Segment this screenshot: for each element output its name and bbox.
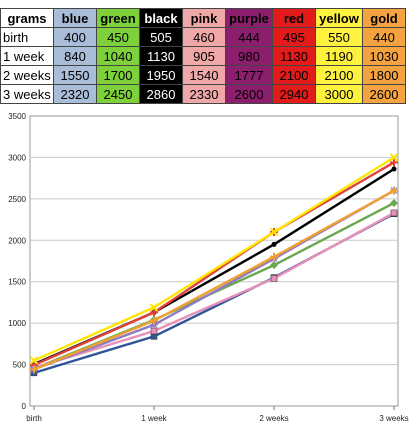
- table-cell[interactable]: 1540: [182, 65, 226, 85]
- data-point-s1-p2: [270, 261, 278, 270]
- y-tick-label: 500: [13, 361, 27, 370]
- table-cell[interactable]: 1130: [139, 46, 183, 66]
- table-cell[interactable]: 840: [53, 46, 97, 66]
- table-cell[interactable]: 2100: [315, 65, 363, 85]
- x-tick-label: 2 weeks: [259, 414, 288, 423]
- x-tick-label: birth: [26, 414, 42, 423]
- data-point-s7-p3: [390, 186, 398, 195]
- table-cell[interactable]: 1550: [53, 65, 97, 85]
- table-cell[interactable]: 505: [139, 27, 183, 47]
- data-point-s3-p1: [150, 327, 158, 335]
- column-header-7[interactable]: gold: [362, 8, 406, 28]
- table-cell[interactable]: 1950: [139, 65, 183, 85]
- column-header-0[interactable]: blue: [53, 8, 97, 28]
- y-tick-label: 1000: [8, 319, 26, 328]
- table-cell[interactable]: 550: [315, 27, 363, 47]
- column-header-1[interactable]: green: [96, 8, 140, 28]
- table-cell[interactable]: 450: [96, 27, 140, 47]
- series-line-7: [33, 189, 395, 371]
- data-point-s2-p2: [271, 241, 277, 247]
- data-point-s1-p3: [390, 199, 398, 207]
- data-point-s0-p1: [150, 333, 158, 340]
- plot-area: [29, 115, 399, 407]
- data-point-s5-p3: [390, 158, 398, 167]
- table-cell[interactable]: 2320: [53, 84, 97, 104]
- column-header-3[interactable]: pink: [182, 8, 226, 28]
- table-cell[interactable]: 1777: [225, 65, 273, 85]
- line-chart: 0 500 1000 1500 2000 2500 3000 3500 birth 1 week 2…: [8, 112, 408, 423]
- data-point-s4-p1: [150, 320, 158, 329]
- table-row: 3 weeks 2320 2450 2860 2330 2600 2940 3000 2600: [0, 84, 406, 104]
- table-cell[interactable]: 1800: [362, 65, 406, 85]
- data-point-s6-p2: [269, 227, 279, 237]
- row-label-cell[interactable]: 1 week: [0, 46, 54, 66]
- table-cell[interactable]: 2860: [139, 84, 183, 104]
- table-header-row: grams blue green black pink purple red yellow g…: [0, 8, 406, 28]
- y-tick-label: 3000: [8, 153, 26, 162]
- table-cell[interactable]: 2600: [362, 84, 406, 104]
- table-cell[interactable]: 2600: [225, 84, 273, 104]
- table-cell[interactable]: 2450: [96, 84, 140, 104]
- x-tick-label: 3 weeks: [379, 414, 408, 423]
- table-cell[interactable]: 2330: [182, 84, 226, 104]
- table-cell[interactable]: 2100: [272, 65, 316, 85]
- table-cell[interactable]: 1700: [96, 65, 140, 85]
- table-cell[interactable]: 2940: [272, 84, 316, 104]
- data-table: grams blue green black pink purple red yellow g…: [0, 8, 406, 104]
- data-point-s3-p2: [270, 275, 278, 282]
- data-point-s2-p3: [391, 166, 397, 172]
- table-row: 1 week 840 1040 1130 905 980 1130 1190 1030: [0, 46, 406, 66]
- table-row: 2 weeks 1550 1700 1950 1540 1777 2100 2100 1800: [0, 65, 406, 85]
- column-header-5[interactable]: red: [272, 8, 316, 28]
- corner-header-cell[interactable]: grams: [0, 8, 54, 28]
- table-row: birth 400 450 505 460 444 495 550 440: [0, 27, 406, 47]
- data-point-s7-p0: [30, 365, 38, 374]
- table-cell[interactable]: 495: [272, 27, 316, 47]
- data-point-s7-p2: [270, 252, 278, 261]
- table-cell[interactable]: 440: [362, 27, 406, 47]
- y-tick-label: 3500: [8, 112, 26, 121]
- table-cell[interactable]: 460: [182, 27, 226, 47]
- x-tick-label: 1 week: [141, 414, 167, 423]
- table-cell[interactable]: 980: [225, 46, 273, 66]
- series-line-5: [33, 161, 395, 367]
- table-cell[interactable]: 444: [225, 27, 273, 47]
- data-point-s7-p1: [150, 316, 158, 325]
- y-tick-label: 1500: [8, 278, 26, 287]
- series-line-3: [33, 211, 395, 370]
- column-header-2[interactable]: black: [139, 8, 183, 28]
- table-cell[interactable]: 400: [53, 27, 97, 47]
- y-tick-label: 2000: [8, 236, 26, 245]
- data-point-s6-p0: [29, 356, 39, 365]
- data-point-s5-p1: [150, 308, 158, 317]
- row-label-cell[interactable]: birth: [0, 27, 54, 47]
- column-header-6[interactable]: yellow: [315, 8, 363, 28]
- data-point-s6-p3: [389, 153, 399, 162]
- row-label-cell[interactable]: 3 weeks: [0, 84, 54, 104]
- y-tick-label: 0: [22, 402, 27, 411]
- series-line-6: [33, 156, 395, 362]
- table-cell[interactable]: 905: [182, 46, 226, 66]
- y-tick-label: 2500: [8, 195, 26, 204]
- row-label-cell[interactable]: 2 weeks: [0, 65, 54, 85]
- column-header-4[interactable]: purple: [225, 8, 273, 28]
- data-point-s3-p3: [390, 209, 398, 217]
- table-cell[interactable]: 3000: [315, 84, 363, 104]
- table-cell[interactable]: 1030: [362, 46, 406, 66]
- table-cell[interactable]: 1130: [272, 46, 316, 66]
- data-point-s6-p1: [149, 303, 159, 312]
- table-cell[interactable]: 1040: [96, 46, 140, 66]
- table-cell[interactable]: 1190: [315, 46, 363, 66]
